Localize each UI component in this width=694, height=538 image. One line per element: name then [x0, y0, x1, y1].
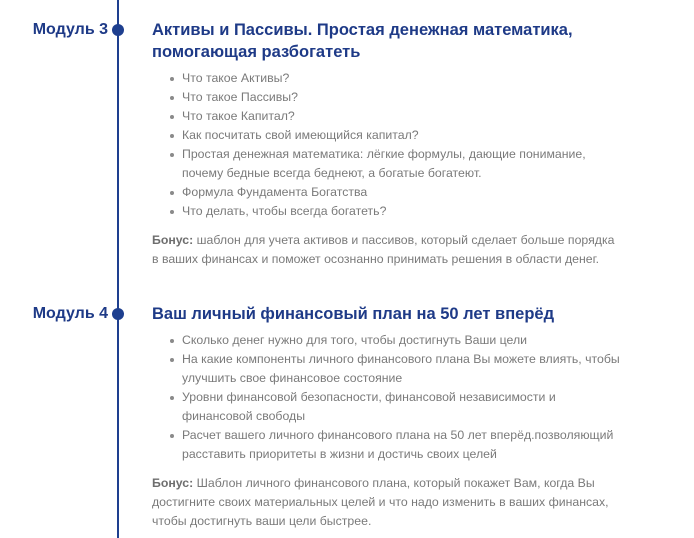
topic-list: Что такое Активы? Что такое Пассивы? Что… — [152, 69, 622, 221]
module-title: Активы и Пассивы. Простая денежная матем… — [152, 21, 573, 61]
list-item: На какие компоненты личного финансового … — [170, 350, 622, 388]
bonus-description: шаблон для учета активов и пассивов, кот… — [152, 233, 615, 266]
module-label: Модуль 3 — [32, 21, 108, 38]
list-item: Что такое Активы? — [170, 69, 622, 88]
list-item: Что такое Капитал? — [170, 107, 622, 126]
module-4: Модуль 4 Ваш личный финансовый план на 5… — [0, 303, 694, 531]
bonus-text: Бонус: шаблон для учета активов и пассив… — [152, 231, 622, 269]
bonus-label: Бонус: — [152, 476, 194, 490]
bonus-description: Шаблон личного финансового плана, которы… — [152, 476, 609, 528]
module-label: Модуль 4 — [32, 305, 108, 322]
list-item: Уровни финансовой безопасности, финансов… — [170, 388, 622, 426]
list-item: Что такое Пассивы? — [170, 88, 622, 107]
bonus-text: Бонус: Шаблон личного финансового плана,… — [152, 474, 622, 531]
timeline-dot-icon — [112, 308, 124, 320]
list-item: Формула Фундамента Богатства — [170, 183, 622, 202]
list-item: Сколько денег нужно для того, чтобы дост… — [170, 331, 622, 350]
topic-list: Сколько денег нужно для того, чтобы дост… — [152, 331, 622, 464]
list-item: Расчет вашего личного финансового плана … — [170, 426, 622, 464]
module-title: Ваш личный финансовый план на 50 лет впе… — [152, 305, 555, 323]
timeline-line — [117, 0, 119, 538]
module-3: Модуль 3 Активы и Пассивы. Простая денеж… — [0, 19, 694, 269]
list-item: Простая денежная математика: лёгкие форм… — [170, 145, 622, 183]
timeline-dot-icon — [112, 24, 124, 36]
bonus-label: Бонус: — [152, 233, 194, 247]
list-item: Как посчитать свой имеющийся капитал? — [170, 126, 622, 145]
list-item: Что делать, чтобы всегда богатеть? — [170, 202, 622, 221]
